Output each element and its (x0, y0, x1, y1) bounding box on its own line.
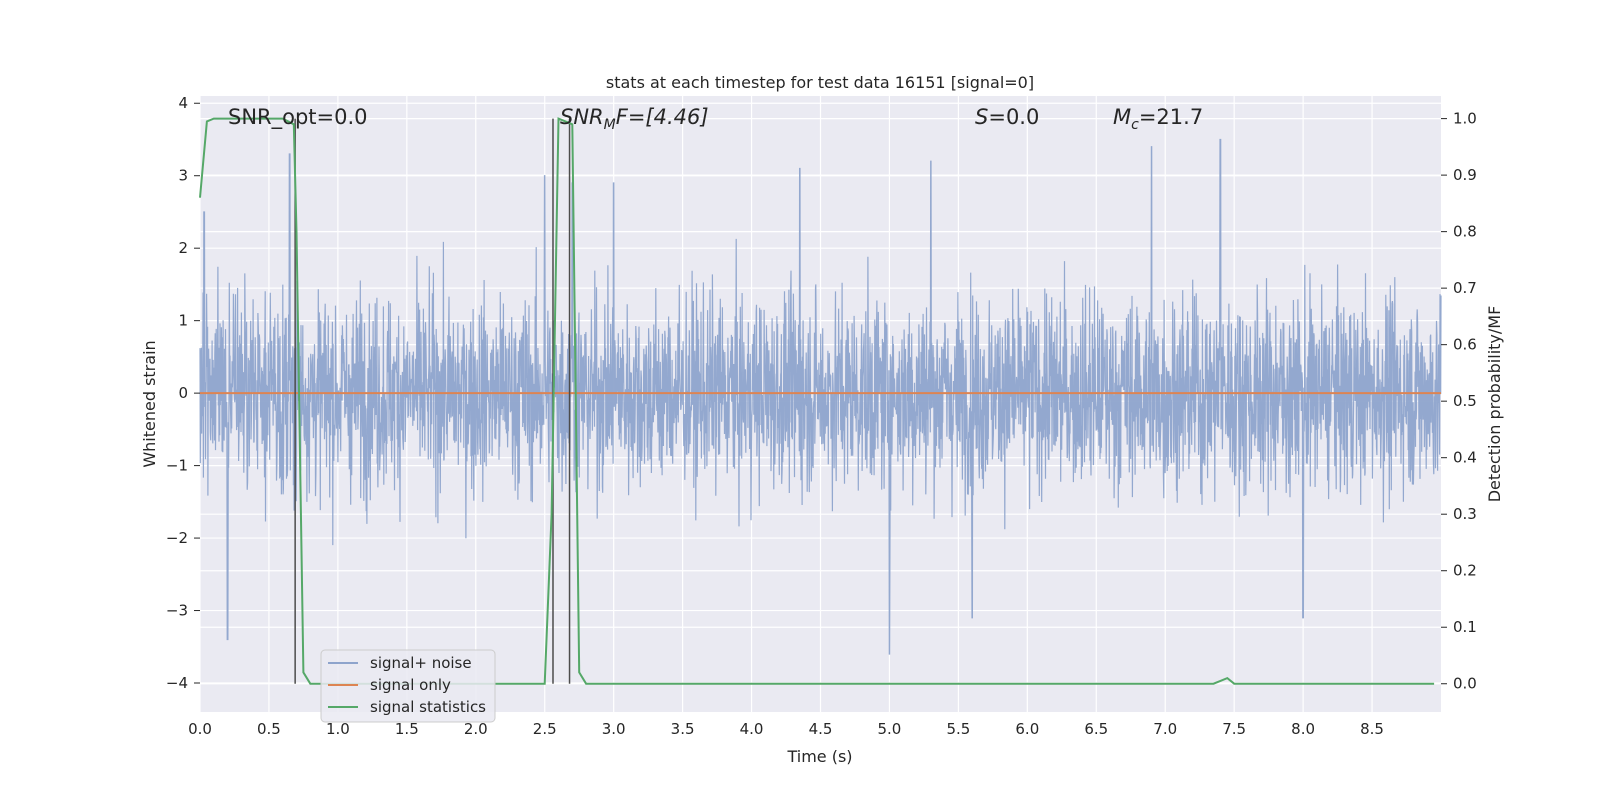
y2-axis-ticks: 0.0 0.1 0.2 0.3 0.4 0.5 0.6 0.7 0.8 0.9 1.0 (1441, 110, 1477, 693)
legend-label-signal-noise: signal+ noise (370, 654, 472, 672)
y-tick-label-0: −4 (166, 674, 188, 692)
y-tick-label-8: 4 (178, 94, 188, 112)
x-tick-label-9: 4.5 (809, 720, 833, 738)
annotation-snr-opt: SNR_opt=0.0 (228, 105, 368, 130)
x-tick-label-8: 4.0 (740, 720, 764, 738)
legend-label-signal-statistics: signal statistics (370, 698, 486, 716)
y2-tick-label-7: 0.7 (1453, 279, 1477, 297)
y2-tick-label-4: 0.4 (1453, 449, 1477, 467)
y2-tick-label-9: 0.9 (1453, 166, 1477, 184)
chart-title: stats at each timestep for test data 161… (606, 73, 1034, 92)
annotation-mc-rest: =21.7 (1139, 105, 1203, 129)
x-tick-label-2: 1.0 (326, 720, 350, 738)
series-signal-noise (199, 138, 1442, 655)
y-tick-label-3: −1 (166, 457, 188, 475)
x-tick-label-4: 2.0 (464, 720, 488, 738)
y2-tick-label-3: 0.3 (1453, 505, 1477, 523)
y2-tick-label-6: 0.6 (1453, 336, 1477, 354)
x-tick-label-0: 0.0 (188, 720, 212, 738)
x-tick-label-14: 7.0 (1153, 720, 1177, 738)
annotation-s: S=0.0 (975, 105, 1039, 129)
x-tick-label-10: 5.0 (878, 720, 902, 738)
x-axis-ticks: 0.0 0.5 1.0 1.5 2.0 2.5 3.0 3.5 4.0 4.5 5.0 5.5 6.0 6… (188, 720, 1384, 738)
y2-tick-label-10: 1.0 (1453, 110, 1477, 128)
x-tick-label-12: 6.0 (1015, 720, 1039, 738)
annotation-mc: Mc=21.7 (1113, 105, 1203, 133)
legend: signal+ noise signal only signal statist… (320, 649, 496, 723)
y-tick-label-1: −3 (166, 602, 188, 620)
y2-tick-label-5: 0.5 (1453, 392, 1477, 410)
y-tick-label-5: 1 (178, 312, 188, 330)
legend-label-signal-only: signal only (370, 676, 451, 694)
annotation-snr-mf-sub: M (604, 117, 616, 133)
y2-axis-label: Detection probability/MF (1485, 306, 1504, 503)
annotation-snr-mf-rest: F=[4.46] (616, 105, 709, 129)
x-tick-label-15: 7.5 (1222, 720, 1246, 738)
annotation-s-rest: =0.0 (988, 105, 1039, 129)
annotation-snr-mf: SNRMF=[4.46] (560, 105, 709, 133)
annotation-s-main: S (975, 105, 988, 129)
x-tick-label-17: 8.5 (1360, 720, 1384, 738)
x-tick-label-3: 1.5 (395, 720, 419, 738)
annotation-mc-main: M (1113, 105, 1131, 129)
y-tick-label-6: 2 (178, 239, 188, 257)
y-axis-label: Whitened strain (140, 340, 159, 467)
y2-tick-label-1: 0.1 (1453, 618, 1477, 636)
x-tick-label-1: 0.5 (257, 720, 281, 738)
y2-tick-label-8: 0.8 (1453, 223, 1477, 241)
x-tick-label-7: 3.5 (671, 720, 695, 738)
series-signal-statistics (199, 117, 1435, 685)
y2-tick-label-0: 0.0 (1453, 675, 1477, 693)
y-tick-label-7: 3 (178, 167, 188, 185)
y2-tick-label-2: 0.2 (1453, 562, 1477, 580)
x-tick-label-5: 2.5 (533, 720, 557, 738)
x-tick-label-6: 3.0 (602, 720, 626, 738)
annotation-snr-mf-main: SNR (560, 105, 604, 129)
x-tick-label-13: 6.5 (1084, 720, 1108, 738)
x-tick-label-11: 5.5 (946, 720, 970, 738)
annotation-mc-sub: c (1131, 117, 1139, 133)
y-tick-label-2: −2 (166, 529, 188, 547)
y-axis-ticks: −4 −3 −2 −1 0 1 2 3 4 (166, 94, 200, 692)
y-tick-label-4: 0 (178, 384, 188, 402)
x-tick-label-16: 8.0 (1291, 720, 1315, 738)
statistics-line (199, 117, 1435, 685)
legend-box (320, 649, 496, 723)
noise-trace (199, 138, 1442, 655)
x-axis-label: Time (s) (786, 747, 852, 766)
